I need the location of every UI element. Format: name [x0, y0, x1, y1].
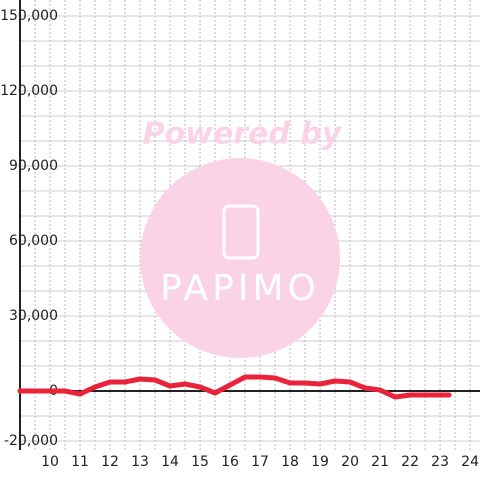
- y-tick-label: 30,000: [9, 308, 58, 324]
- x-tick-label: 13: [131, 454, 149, 470]
- y-tick-label: 150,000: [0, 8, 58, 24]
- x-tick-label: 10: [41, 454, 59, 470]
- watermark-logo: PAPIMO: [160, 268, 320, 309]
- x-tick-label: 20: [341, 454, 359, 470]
- y-tick-label: -20,000: [4, 433, 58, 449]
- x-tick-label: 19: [311, 454, 329, 470]
- watermark-icon: [222, 204, 260, 260]
- x-tick-label: 16: [221, 454, 239, 470]
- x-tick-label: 23: [431, 454, 449, 470]
- watermark-text: Powered by: [143, 117, 343, 152]
- x-tick-label: 12: [101, 454, 119, 470]
- x-tick-label: 22: [401, 454, 419, 470]
- watermark: Powered by PAPIMO: [140, 117, 343, 358]
- x-tick-label: 11: [71, 454, 89, 470]
- y-tick-label: 120,000: [0, 83, 58, 99]
- x-tick-label: 24: [461, 454, 479, 470]
- y-tick-label: 60,000: [9, 233, 58, 249]
- x-tick-label: 14: [161, 454, 179, 470]
- data-line: [17, 374, 452, 400]
- x-tick-label: 21: [371, 454, 389, 470]
- y-tick-label: 90,000: [9, 158, 58, 174]
- x-tick-label: 18: [281, 454, 299, 470]
- x-tick-label: 15: [191, 454, 209, 470]
- x-tick-label: 17: [251, 454, 269, 470]
